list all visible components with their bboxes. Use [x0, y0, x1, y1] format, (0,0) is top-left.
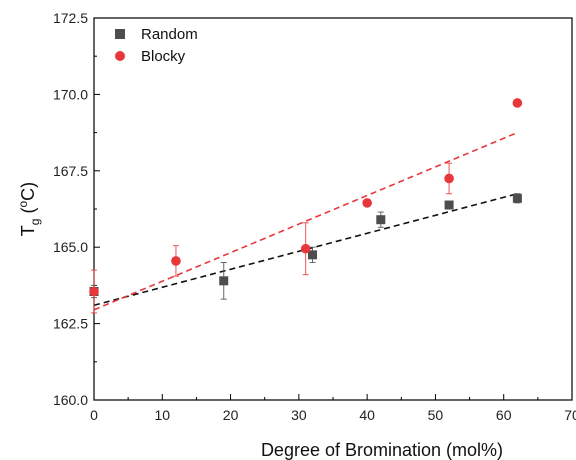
y-axis-title-end: C)	[18, 182, 38, 201]
data-point-blocky	[512, 98, 523, 108]
legend: Random Blocky	[115, 26, 198, 65]
y-tick-label: 170.0	[53, 86, 88, 102]
data-point-random	[308, 250, 318, 260]
y-axis-title-sup: o	[16, 201, 30, 208]
x-tick-label: 70	[564, 407, 576, 423]
fit-lines	[93, 131, 518, 311]
data-points	[89, 98, 523, 297]
y-tick-label: 165.0	[53, 239, 88, 255]
data-point-blocky	[444, 173, 454, 184]
x-tick-label: 50	[428, 407, 444, 423]
y-axis-title-rest: (	[18, 207, 38, 218]
legend-label-random: Random	[141, 26, 198, 43]
legend-marker-random	[115, 29, 125, 39]
fit-line-random	[93, 192, 518, 307]
x-tick-label: 20	[223, 407, 239, 423]
plot-frame	[93, 17, 573, 401]
axis-ticks: 0 10 20 30 40 50 60 70 160.0 162.5 165.0 167.5 170.0…	[53, 10, 576, 423]
data-point-random	[512, 193, 522, 203]
data-point-blocky	[300, 243, 311, 254]
data-point-random	[219, 276, 229, 286]
x-axis-title: Degree of Bromination (mol%)	[261, 440, 503, 460]
legend-marker-blocky	[115, 51, 125, 61]
legend-label-blocky: Blocky	[141, 48, 186, 65]
error-bars	[91, 99, 521, 314]
x-tick-label: 40	[359, 407, 375, 423]
y-tick-label: 172.5	[53, 10, 88, 26]
data-point-blocky	[362, 198, 372, 208]
data-point-blocky	[89, 286, 99, 297]
y-tick-label: 167.5	[53, 163, 88, 179]
y-tick-label: 162.5	[53, 316, 88, 332]
x-tick-label: 60	[496, 407, 512, 423]
y-axis-title-sub: g	[28, 219, 42, 226]
x-tick-label: 30	[291, 407, 307, 423]
data-point-random	[444, 200, 454, 210]
data-point-blocky	[171, 256, 181, 266]
data-point-random	[376, 215, 386, 225]
x-tick-label: 0	[90, 407, 98, 423]
y-axis-title: Tg (oC)	[16, 182, 42, 236]
fit-line-blocky	[93, 131, 518, 311]
y-axis-title-main: T	[18, 225, 38, 236]
y-tick-label: 160.0	[53, 392, 88, 408]
x-tick-label: 10	[154, 407, 170, 423]
